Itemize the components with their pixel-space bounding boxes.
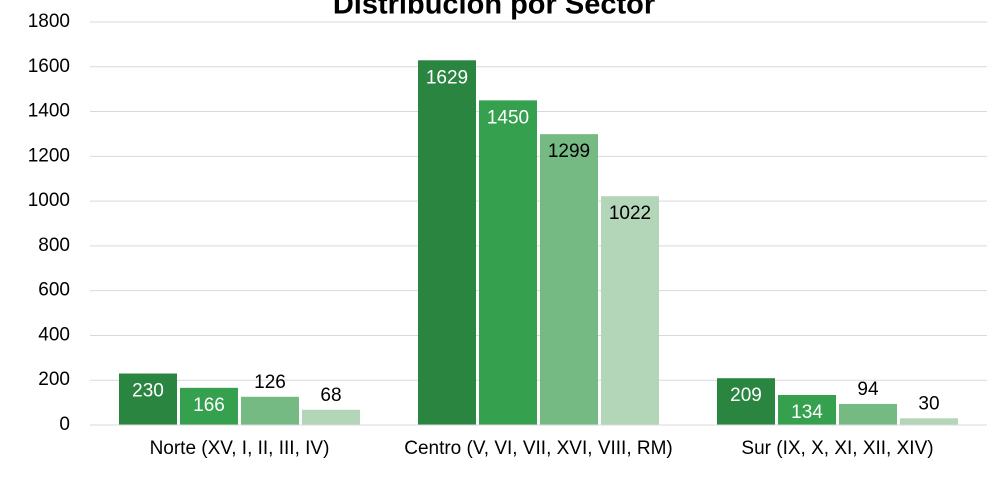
data-label: 1450 <box>487 107 529 128</box>
bar <box>717 378 775 425</box>
data-label: 30 <box>918 393 939 414</box>
y-tick-label: 1200 <box>28 145 70 166</box>
x-tick-label: Sur (IX, X, XI, XII, XIV) <box>741 438 934 459</box>
bar <box>778 394 836 425</box>
bar <box>119 373 177 425</box>
bar <box>302 409 360 425</box>
data-label: 1022 <box>609 203 651 224</box>
y-tick-label: 1400 <box>28 101 70 122</box>
data-label: 1299 <box>548 141 590 162</box>
y-tick-label: 200 <box>38 369 70 390</box>
x-tick-label: Norte (XV, I, II, III, IV) <box>149 438 330 459</box>
bar <box>241 396 299 425</box>
bar <box>180 387 238 425</box>
y-tick-label: 600 <box>38 280 70 301</box>
chart-title: Distribución por Sector <box>333 0 655 21</box>
data-label: 230 <box>132 381 164 402</box>
y-tick-label: 0 <box>59 414 70 435</box>
y-tick-label: 1800 <box>28 11 70 32</box>
x-tick-label: Centro (V, VI, VII, XVI, VIII, RM) <box>404 438 673 459</box>
data-label: 209 <box>730 385 762 406</box>
bar <box>479 100 537 425</box>
bar <box>900 418 958 425</box>
bar <box>601 196 659 425</box>
y-tick-label: 1000 <box>28 190 70 211</box>
data-label: 68 <box>320 385 341 406</box>
y-tick-label: 1600 <box>28 56 70 77</box>
bar <box>540 134 598 425</box>
data-label: 126 <box>254 372 286 393</box>
data-label: 166 <box>193 395 225 416</box>
y-tick-label: 400 <box>38 324 70 345</box>
bar <box>418 60 476 425</box>
y-tick-label: 800 <box>38 235 70 256</box>
data-label: 1629 <box>426 67 468 88</box>
bar <box>839 403 897 425</box>
data-label: 94 <box>857 379 879 400</box>
data-label: 134 <box>791 402 823 423</box>
